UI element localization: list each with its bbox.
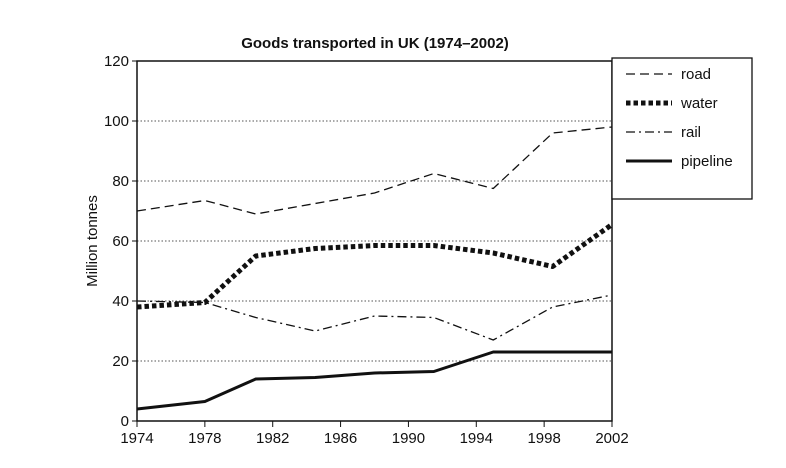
x-tick-label: 1978 xyxy=(188,430,221,447)
legend-label-rail: rail xyxy=(681,124,701,141)
y-tick-label: 60 xyxy=(112,233,129,250)
y-tick-label: 100 xyxy=(104,113,129,130)
y-axis-label: Million tonnes xyxy=(84,195,101,287)
y-tick-label: 80 xyxy=(112,173,129,190)
series-line-road xyxy=(137,127,612,214)
legend-label-road: road xyxy=(681,66,711,83)
x-tick-label: 1998 xyxy=(527,430,560,447)
y-tick-label: 40 xyxy=(112,293,129,310)
legend: road water rail pipeline xyxy=(612,58,752,199)
series-line-water xyxy=(137,225,612,308)
y-tick-label: 20 xyxy=(112,353,129,370)
legend-label-pipeline: pipeline xyxy=(681,153,733,170)
chart-title: Goods transported in UK (1974–2002) xyxy=(241,35,509,52)
legend-label-water: water xyxy=(680,95,718,112)
y-tick-label: 120 xyxy=(104,53,129,70)
x-tick-label: 1994 xyxy=(460,430,493,447)
x-tick-label: 1990 xyxy=(392,430,425,447)
x-tick-label: 1986 xyxy=(324,430,357,447)
x-tick-label: 1974 xyxy=(120,430,153,447)
x-tick-label: 1982 xyxy=(256,430,289,447)
y-tick-label: 0 xyxy=(121,413,129,430)
x-tick-label: 2002 xyxy=(595,430,628,447)
